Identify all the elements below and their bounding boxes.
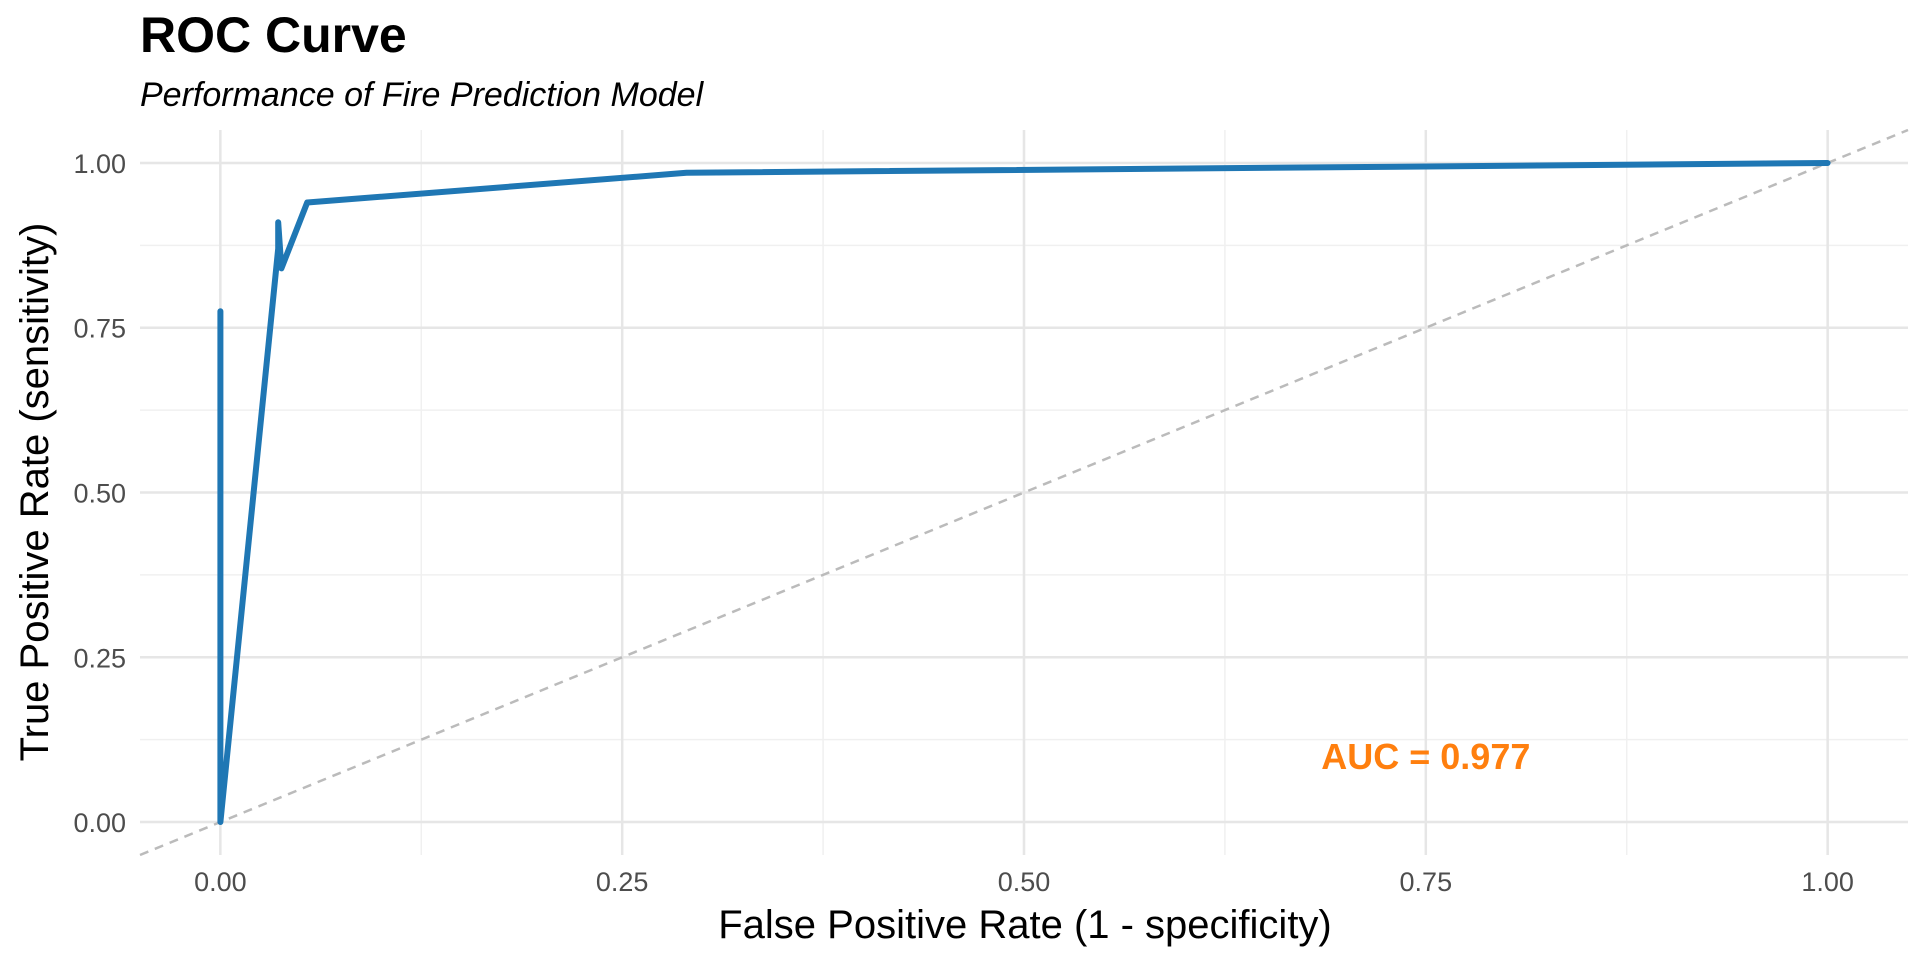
x-tick-label: 0.50 — [998, 867, 1051, 897]
x-tick-label: 0.00 — [194, 867, 247, 897]
y-tick-label: 1.00 — [73, 149, 126, 179]
y-tick-label: 0.25 — [73, 643, 126, 673]
x-tick-label: 1.00 — [1801, 867, 1854, 897]
auc-annotation: AUC = 0.977 — [1321, 736, 1530, 777]
roc-curve-line — [217, 160, 1831, 825]
y-tick-label: 0.50 — [73, 479, 126, 509]
grid — [140, 130, 1908, 855]
series-layer — [217, 160, 1831, 825]
x-tick-label: 0.75 — [1400, 867, 1453, 897]
y-tick-label: 0.75 — [73, 314, 126, 344]
tick-labels: 0.00 0.25 0.50 0.75 1.00 0.00 0.25 0.50 0.75 1.00 — [73, 149, 1853, 897]
chart-subtitle: Performance of Fire Prediction Model — [140, 76, 705, 114]
x-tick-label: 0.25 — [596, 867, 649, 897]
reference-line — [139, 128, 1909, 857]
y-tick-label: 0.00 — [73, 808, 126, 838]
diagonal-reference-line — [139, 128, 1909, 857]
chart-title: ROC Curve — [140, 7, 407, 63]
x-axis-title: False Positive Rate (1 - specificity) — [718, 903, 1332, 947]
y-axis-title: True Positive Rate (sensitivity) — [13, 223, 57, 762]
